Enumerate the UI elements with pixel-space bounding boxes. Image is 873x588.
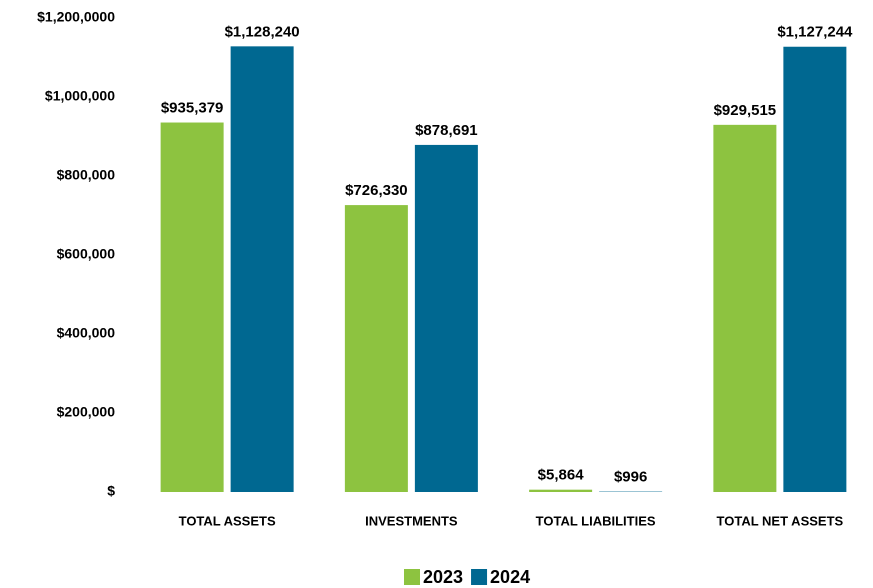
x-tick-label: INVESTMENTS [365,513,458,528]
x-tick-label: TOTAL NET ASSETS [717,513,844,528]
legend-swatch [404,569,420,585]
bar [414,144,478,492]
data-label: $5,864 [538,467,585,484]
data-label: $935,379 [161,99,224,116]
legend-label: 2023 [423,567,463,587]
y-tick-label: $200,000 [57,404,116,420]
legend-label: 2024 [490,567,530,587]
x-tick-label: TOTAL ASSETS [179,513,276,528]
bar [713,124,777,492]
data-label: $726,330 [345,182,408,199]
y-tick-label: $400,000 [57,325,116,341]
data-label: $996 [614,469,647,486]
y-tick-label: $600,000 [57,246,116,262]
bar [344,205,408,492]
data-label: $878,691 [415,122,478,139]
x-tick-label: TOTAL LIABILITIES [536,513,656,528]
y-tick-label: $ [107,483,115,499]
bar [230,46,294,492]
y-tick-label: $1,000,000 [45,88,115,104]
bar [783,46,847,493]
y-tick-label: $800,000 [57,167,116,183]
bar [160,122,224,492]
bar [529,489,593,492]
legend-swatch [471,569,488,585]
data-label: $1,127,244 [777,24,853,41]
y-tick-label: $1,200,0000 [37,9,115,25]
data-label: $929,515 [714,102,777,119]
data-label: $1,128,240 [225,23,300,40]
